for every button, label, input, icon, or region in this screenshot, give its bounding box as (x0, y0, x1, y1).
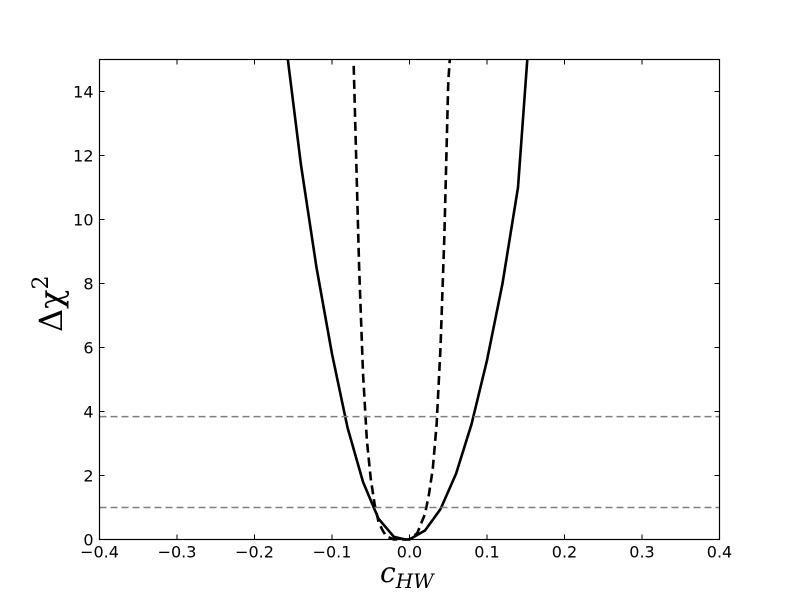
x-tick-label-5: 0.1 (474, 543, 499, 562)
x-tick-label-0: −0.4 (80, 543, 119, 562)
y-tick-label-4: 8 (83, 275, 93, 294)
y-axis-label-sup: 2 (29, 276, 54, 290)
x-tick-label-1: −0.3 (158, 543, 197, 562)
plot-frame (98, 58, 721, 541)
y-tick-label-1: 2 (83, 467, 93, 486)
y-tick-label-3: 6 (83, 339, 93, 358)
y-tick-label-2: 4 (83, 403, 93, 422)
y-tick-label-6: 12 (73, 147, 93, 166)
ticks-layer: −0.4 −0.3 −0.2 −0.1 0.0 0.1 0.2 0.3 0.4 0 2 4 6 8 10 12… (73, 59, 732, 562)
x-axis-label-main: c (380, 556, 396, 589)
y-axis-label-main: Δχ (32, 290, 70, 333)
series-line-0 (286, 59, 529, 541)
x-tick-label-8: 0.4 (707, 543, 732, 562)
y-tick-label-5: 10 (73, 211, 93, 230)
series-line-1 (352, 59, 452, 541)
series-layer (99, 59, 720, 541)
y-axis-label: Δχ2 (29, 276, 70, 333)
x-axis-label: cHW (380, 556, 435, 593)
x-tick-label-6: 0.2 (552, 543, 577, 562)
x-tick-label-3: −0.1 (313, 543, 352, 562)
x-tick-label-7: 0.3 (629, 543, 654, 562)
x-tick-label-2: −0.2 (235, 543, 274, 562)
x-axis-label-sub: HW (395, 569, 435, 593)
y-tick-label-7: 14 (73, 83, 93, 102)
y-tick-label-0: 0 (83, 531, 93, 550)
x-tick-label-4: 0.0 (397, 543, 422, 562)
